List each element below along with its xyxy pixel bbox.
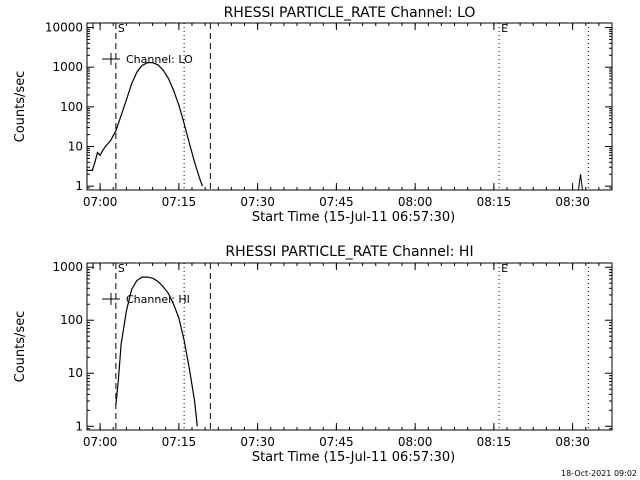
event-marker-label: E xyxy=(501,22,508,35)
x-axis-label: Start Time (15-Jul-11 06:57:30) xyxy=(252,210,455,225)
x-tick-label: 07:30 xyxy=(240,195,275,209)
y-axis-label: Counts/sec xyxy=(13,71,28,143)
x-axis-label: Start Time (15-Jul-11 06:57:30) xyxy=(252,450,455,465)
y-tick-label: 1000 xyxy=(52,260,83,274)
x-tick-label: 07:15 xyxy=(162,195,197,209)
event-marker-label: E xyxy=(501,262,508,275)
chart-panel-lo: RHESSI PARTICLE_RATE Channel: LO 07:00 07:… xyxy=(13,5,613,225)
legend-label: Channel: HI xyxy=(126,293,190,306)
legend-label: Channel: LO xyxy=(126,53,193,66)
y-tick-label: 10000 xyxy=(45,21,83,35)
y-tick-label: 1 xyxy=(75,419,83,433)
series-line xyxy=(115,276,198,427)
y-tick-label: 10 xyxy=(68,139,83,153)
chart-title: RHESSI PARTICLE_RATE Channel: LO xyxy=(224,5,476,21)
series-line xyxy=(87,62,204,187)
y-tick-label: 100 xyxy=(60,100,83,114)
x-tick-label: 08:00 xyxy=(398,435,433,449)
x-tick-label: 08:15 xyxy=(477,435,512,449)
series-spike xyxy=(578,174,583,191)
x-tick-label: 08:00 xyxy=(398,195,433,209)
x-tick-label: 08:15 xyxy=(477,195,512,209)
x-tick-label: 07:45 xyxy=(319,435,354,449)
x-tick-label: 07:15 xyxy=(162,435,197,449)
x-tick-label: 07:00 xyxy=(83,195,118,209)
y-tick-label: 1 xyxy=(75,179,83,193)
event-marker-label: S xyxy=(118,22,125,35)
x-tick-label: 08:30 xyxy=(555,435,590,449)
plot-frame xyxy=(86,262,613,431)
event-marker-label: S xyxy=(118,262,125,275)
x-tick-label: 08:30 xyxy=(555,195,590,209)
plot-frame xyxy=(86,22,613,191)
x-tick-label: 07:00 xyxy=(83,435,118,449)
x-tick-label: 07:30 xyxy=(240,435,275,449)
x-tick-label: 07:45 xyxy=(319,195,354,209)
y-tick-label: 10 xyxy=(68,366,83,380)
timestamp: 18-Oct-2021 09:02 xyxy=(561,469,637,478)
chart-title: RHESSI PARTICLE_RATE Channel: HI xyxy=(225,244,473,260)
y-axis-label: Counts/sec xyxy=(13,311,28,383)
y-tick-label: 1000 xyxy=(52,60,83,74)
chart-panel-hi: RHESSI PARTICLE_RATE Channel: HI 07:00 07:… xyxy=(13,244,613,465)
y-tick-label: 100 xyxy=(60,313,83,327)
